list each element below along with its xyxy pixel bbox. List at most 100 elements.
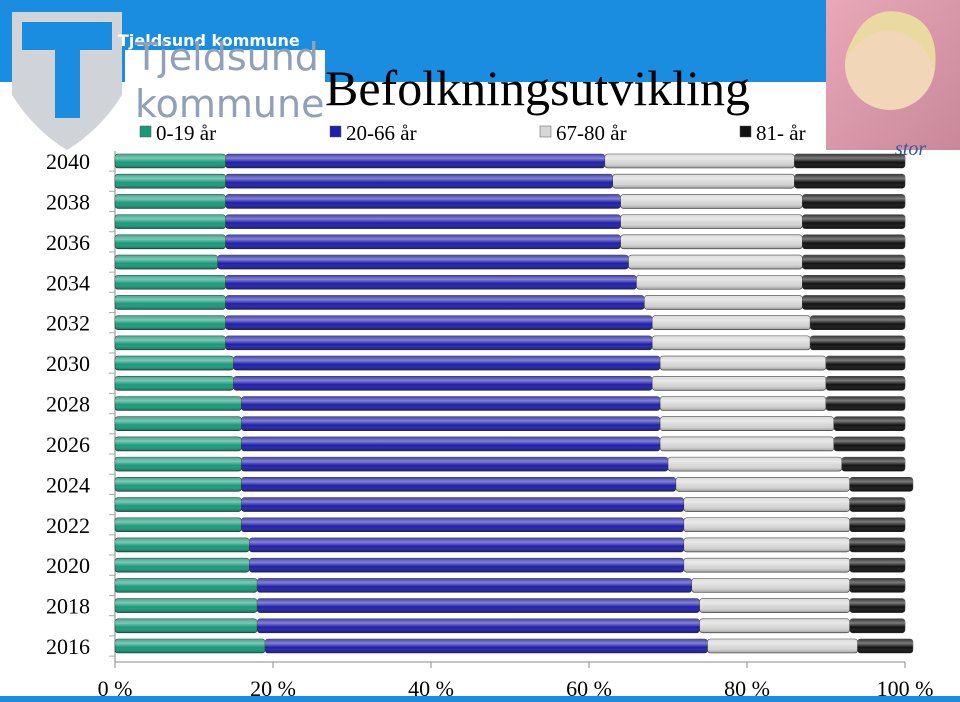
bar-shine — [683, 537, 850, 552]
bar-shine — [660, 416, 834, 431]
bar-shine — [233, 376, 653, 391]
bar-shine — [802, 194, 905, 209]
bar-shine — [225, 315, 653, 330]
bar-shine — [652, 376, 826, 391]
bar-shine — [115, 356, 234, 371]
bar-shine — [115, 194, 226, 209]
logo-text: Tjeldsund — [134, 35, 319, 79]
bar-shine — [794, 174, 905, 189]
bar-shine — [257, 578, 692, 593]
bar-shine — [115, 517, 242, 532]
bar-shine — [257, 618, 700, 633]
bar-shine — [241, 497, 684, 512]
y-tick-label: 2034 — [46, 270, 90, 295]
bar-shine — [826, 356, 905, 371]
bar-shine — [802, 214, 905, 229]
bar-shine — [699, 598, 850, 613]
bar-shine — [257, 598, 700, 613]
y-tick-label: 2030 — [46, 351, 90, 376]
bar-shine — [810, 315, 905, 330]
bar-shine — [802, 255, 905, 270]
bar-shine — [668, 457, 842, 472]
bar-shine — [652, 315, 811, 330]
bar-shine — [241, 436, 661, 451]
bar-shine — [115, 416, 242, 431]
bar-shine — [115, 639, 266, 653]
bar-shine — [115, 396, 242, 411]
bar-shine — [826, 376, 905, 391]
bar-shine — [225, 275, 637, 290]
shield-t — [22, 22, 112, 118]
bar-shine — [241, 396, 661, 411]
y-tick-label: 2038 — [46, 189, 90, 214]
bar-shine — [115, 154, 226, 168]
y-tick-label: 2022 — [46, 513, 90, 538]
y-tick-label: 2032 — [46, 311, 90, 336]
photo-hair — [845, 11, 936, 70]
bar-shine — [115, 578, 258, 593]
bar-shine — [115, 335, 226, 350]
legend-swatch — [739, 125, 752, 138]
bar-shine — [225, 214, 621, 229]
logo-bg — [125, 50, 325, 140]
bar-shine — [841, 457, 905, 472]
x-tick-label: 60 % — [566, 676, 612, 701]
bar-shine — [699, 618, 850, 633]
bar-shine — [241, 416, 661, 431]
bar-shine — [115, 376, 234, 391]
bar-shine — [115, 174, 226, 189]
bar-shine — [810, 335, 905, 350]
logo-text: kommune — [135, 82, 324, 126]
bar-shine — [644, 295, 803, 310]
bar-shine — [115, 295, 226, 310]
y-tick-label: 2020 — [46, 553, 90, 578]
bar-shine — [241, 457, 668, 472]
bar-shine — [833, 416, 905, 431]
bar-shine — [857, 639, 913, 653]
legend-label: 81- år — [756, 121, 806, 145]
bar-shine — [794, 154, 905, 168]
bar-shine — [115, 497, 242, 512]
legend-swatch — [139, 125, 152, 138]
bar-shine — [833, 436, 905, 451]
banner-text: Tjeldsund kommune — [118, 31, 300, 50]
bar-shine — [683, 497, 850, 512]
bar-shine — [225, 335, 653, 350]
legend-label: 67-80 år — [556, 121, 627, 145]
footer-bar — [0, 696, 960, 702]
bar-shine — [660, 396, 826, 411]
bar-shine — [849, 537, 905, 552]
bar-shine — [115, 255, 218, 270]
bar-shine — [683, 517, 850, 532]
x-tick-label: 0 % — [98, 676, 133, 701]
bar-shine — [225, 295, 645, 310]
bar-shine — [115, 598, 258, 613]
bar-shine — [620, 194, 803, 209]
bar-shine — [628, 255, 803, 270]
bar-shine — [115, 537, 250, 552]
bar-shine — [849, 598, 905, 613]
bar-shine — [249, 558, 684, 573]
legend-label: 0-19 år — [156, 121, 216, 145]
bar-shine — [849, 497, 905, 512]
bar-shine — [802, 275, 905, 290]
bar-shine — [802, 234, 905, 249]
bar-shine — [849, 578, 905, 593]
photo-face — [845, 20, 935, 110]
y-tick-label: 2040 — [46, 149, 90, 174]
bar-shine — [652, 335, 811, 350]
bar-shine — [217, 255, 629, 270]
bar-shine — [604, 154, 795, 168]
bar-shine — [660, 436, 834, 451]
bar-shine — [849, 618, 905, 633]
legend-swatch — [539, 125, 552, 138]
legend-label: 20-66 år — [346, 121, 417, 145]
bar-shine — [265, 639, 708, 653]
x-tick-label: 40 % — [408, 676, 454, 701]
bar-shine — [612, 174, 795, 189]
chart-title: Befolkningsutvikling — [325, 60, 750, 116]
bar-shine — [115, 214, 226, 229]
x-tick-label: 80 % — [724, 676, 770, 701]
